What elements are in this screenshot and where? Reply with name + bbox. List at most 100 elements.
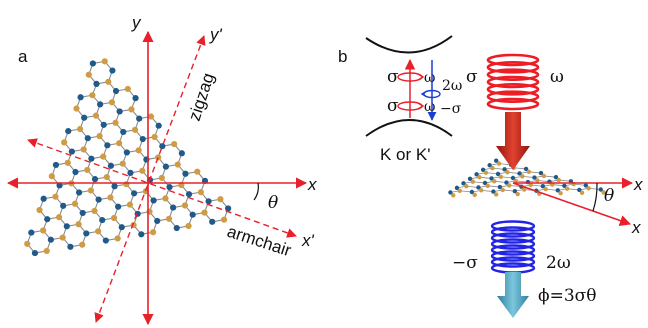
metal-atom <box>553 174 559 180</box>
panel-a-label: a <box>18 47 28 66</box>
sulfur-atom <box>464 184 469 189</box>
sulfur-atom <box>89 92 96 99</box>
x-axis-label-b: x <box>633 175 643 194</box>
sulfur-atom <box>162 195 169 202</box>
sulfur-atom <box>128 106 135 113</box>
metal-atom <box>469 189 475 195</box>
sulfur-atom <box>80 146 87 153</box>
zigzag-label: zigzag <box>185 71 218 124</box>
sulfur-atom <box>126 201 134 208</box>
panel-b: b σ ω σ ω 2ω −σ K or K' <box>338 35 643 318</box>
sulfur-atom <box>185 222 192 230</box>
sulfur-atom <box>528 182 533 188</box>
sulfur-atom <box>119 160 126 167</box>
sulfur-atom <box>92 112 100 119</box>
sulfur-atom <box>150 229 157 236</box>
metal-atom <box>102 237 109 244</box>
metal-atom <box>209 218 216 225</box>
theta-arc-b <box>592 182 598 212</box>
metal-atom <box>154 217 161 225</box>
sulfur-atom <box>564 186 570 191</box>
metal-atom <box>93 80 100 88</box>
sulfur-atom <box>61 139 68 146</box>
coil-turn <box>486 61 540 74</box>
sulfur-atom <box>485 183 490 189</box>
sulfur-atom <box>48 173 55 180</box>
metal-atom <box>173 224 180 232</box>
metal-atom <box>68 148 75 155</box>
sulfur-atom <box>110 214 118 222</box>
metal-atom <box>155 122 162 129</box>
sulfur-atom <box>123 181 130 188</box>
metal-atom <box>109 67 116 74</box>
coil-turn <box>486 83 540 96</box>
metal-atom <box>75 189 83 196</box>
sulfur-atom <box>181 202 189 209</box>
metal-atom <box>28 229 35 236</box>
sulfur-atom <box>107 194 114 201</box>
metal-atom <box>47 236 54 243</box>
sulfur-atom <box>75 221 82 228</box>
sulfur-atom <box>95 228 102 235</box>
sulfur-atom <box>64 159 71 166</box>
sulfur-atom <box>556 177 561 183</box>
output-frequency-label: 2ω <box>546 253 571 273</box>
metal-atom <box>538 170 544 176</box>
metal-atom <box>448 190 453 195</box>
theta-label-a: θ <box>268 193 278 213</box>
metal-atom <box>97 101 104 108</box>
metal-atom <box>185 191 193 198</box>
input-polarization-label: σ <box>466 67 478 87</box>
sulfur-atom <box>55 214 63 221</box>
metal-atom <box>79 209 86 217</box>
sulfur-atom <box>194 168 201 175</box>
sulfur-atom <box>101 58 108 65</box>
coil-turn <box>486 90 540 103</box>
sulfur-atom <box>36 206 43 214</box>
red-helix-bottom-arrow <box>417 102 425 110</box>
coil-turn <box>486 75 540 89</box>
band-two-omega: 2ω <box>442 78 462 94</box>
metal-atom <box>52 161 60 169</box>
band-sigma-bottom: σ <box>387 96 399 116</box>
metal-atom <box>65 127 72 135</box>
metal-atom <box>540 184 546 189</box>
x-axis-label-a: x <box>307 175 317 194</box>
sulfur-atom <box>483 170 489 175</box>
sulfur-atom <box>151 133 158 141</box>
sulfur-atom <box>558 191 563 196</box>
metal-atom <box>83 230 90 237</box>
sulfur-atom <box>586 186 591 191</box>
blue-helix <box>423 89 441 99</box>
sulfur-atom <box>492 179 497 184</box>
sulfur-atom <box>139 167 146 174</box>
sulfur-atom <box>507 183 512 188</box>
valley-label: K or K' <box>380 145 431 164</box>
sulfur-atom <box>100 153 107 160</box>
metal-atom <box>512 188 518 194</box>
sulfur-atom <box>505 170 510 175</box>
sulfur-atom <box>541 173 547 179</box>
metal-atom <box>123 149 130 156</box>
sulfur-atom <box>71 200 79 207</box>
metal-atom <box>77 94 84 101</box>
sulfur-atom <box>135 147 142 154</box>
x-rotated-axis-b <box>512 182 632 226</box>
sulfur-atom <box>40 227 47 234</box>
metal-atom <box>491 189 496 194</box>
sulfur-atom <box>500 187 505 193</box>
conduction-band <box>365 35 453 54</box>
sulfur-atom <box>73 105 80 112</box>
sulfur-atom <box>522 187 527 192</box>
coil-turn <box>490 250 536 262</box>
sulfur-atom <box>217 196 224 203</box>
metal-atom <box>120 128 127 136</box>
metal-atom <box>494 158 499 163</box>
metal-atom <box>44 216 51 223</box>
metal-atom <box>510 175 516 181</box>
metal-atom <box>476 185 481 190</box>
sulfur-atom <box>515 191 520 197</box>
metal-atom <box>116 108 123 115</box>
sulfur-atom <box>493 192 499 197</box>
sulfur-atom <box>76 125 84 133</box>
